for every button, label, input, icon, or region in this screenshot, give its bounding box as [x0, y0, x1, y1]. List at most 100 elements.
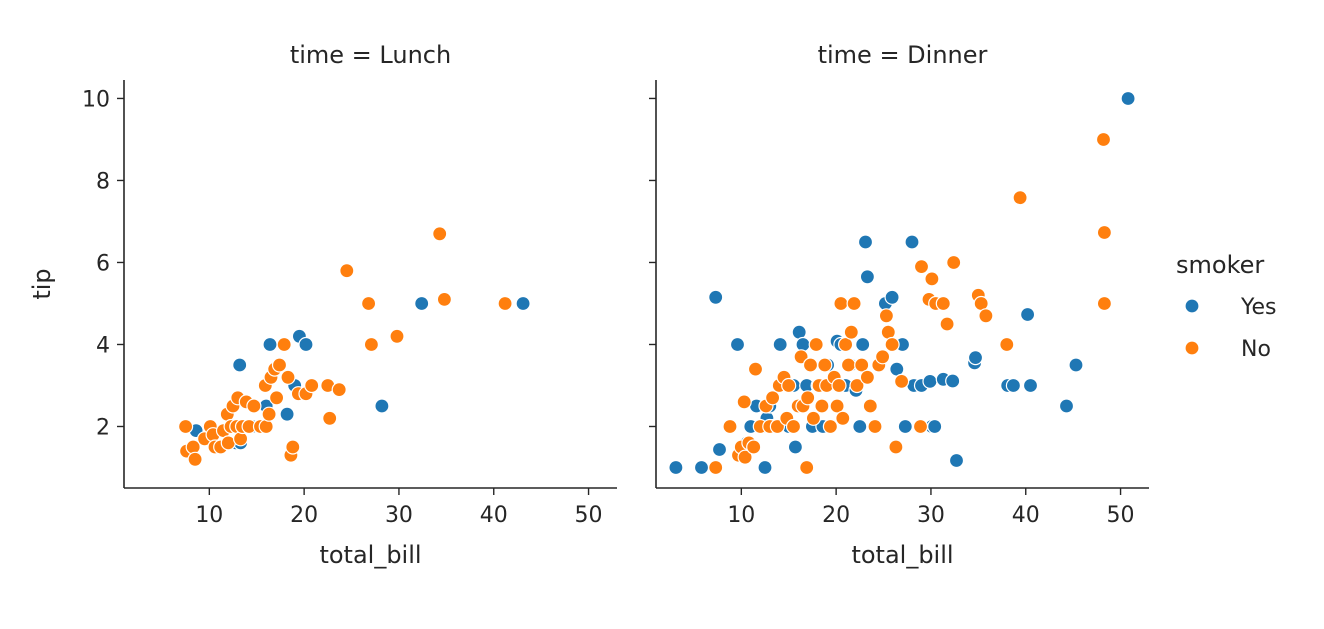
- panel-1-point-no: [233, 431, 249, 447]
- panel-1-point-no: [436, 291, 452, 307]
- panel-1-point-no: [363, 336, 379, 353]
- panel-2-point-no: [978, 308, 994, 324]
- panel-1-point-no: [339, 263, 355, 279]
- panel-1-point-no: [187, 451, 203, 467]
- panel-2-x-tick-label: 10: [727, 503, 755, 528]
- panel-2-point-yes: [927, 418, 943, 435]
- panel-2-point-yes: [711, 441, 728, 458]
- panel-1-point-yes: [262, 336, 278, 353]
- panel-1-y-tick-label: 8: [96, 169, 110, 194]
- panel-2-point-no: [999, 336, 1015, 353]
- panel-2-point-no: [840, 357, 857, 373]
- panel-2-point-yes: [855, 336, 871, 353]
- panel-1-point-no: [178, 418, 194, 435]
- panel-2-point-no: [846, 295, 862, 312]
- panel-1-x-tick-label: 40: [480, 503, 508, 528]
- panel-1-point-yes: [279, 406, 295, 422]
- panel-2-point-no: [884, 336, 900, 353]
- panel-2-point-no: [1096, 295, 1113, 312]
- panel-1-point-no: [271, 357, 288, 373]
- panel-2-point-no: [708, 459, 724, 476]
- panel-2-point-yes: [948, 452, 965, 469]
- panel-2-x-tick-label: 40: [1012, 503, 1040, 528]
- panel-2-point-yes: [708, 289, 724, 305]
- panel-2-point-no: [799, 459, 815, 476]
- legend-title: smoker: [1176, 251, 1264, 279]
- panel-2-point-yes: [852, 418, 868, 435]
- panel-2-point-no: [835, 410, 851, 426]
- panel-1-point-yes: [515, 295, 531, 312]
- panel-2-point-no: [1012, 190, 1028, 206]
- legend-label-no: No: [1241, 337, 1271, 362]
- panel-2-point-no: [814, 398, 830, 414]
- panel-2-point-yes: [787, 439, 804, 455]
- panel-2-point-yes: [945, 373, 961, 389]
- panel-2-point-no: [737, 449, 753, 465]
- panel-2-point-no: [1095, 131, 1112, 148]
- panel-2-point-yes: [897, 418, 913, 435]
- legend-marker-no: [1184, 340, 1200, 356]
- panel-2-point-no: [912, 418, 929, 435]
- panel-2-point-no: [833, 295, 849, 312]
- panel-2-point-no: [893, 373, 910, 389]
- panel-2-point-no: [785, 418, 802, 435]
- panel-2-point-no: [764, 390, 781, 406]
- panel-1-point-yes: [414, 295, 430, 312]
- panel-1-x-axis-label: total_bill: [319, 541, 421, 569]
- panel-2-point-no: [924, 271, 940, 287]
- panel-2-point-yes: [795, 336, 811, 353]
- panel-1-point-yes: [374, 398, 390, 414]
- panel-1-point-yes: [298, 336, 314, 353]
- panel-2-point-no: [808, 336, 824, 353]
- panel-1-y-tick-label: 10: [82, 87, 110, 112]
- panel-2-point-yes: [857, 234, 874, 250]
- panel-2-point-no: [746, 439, 762, 455]
- panel-2-point-no: [802, 357, 819, 373]
- panel-1-point-no: [331, 382, 347, 398]
- panel-1-point-no: [304, 377, 320, 394]
- panel-1-point-no: [322, 410, 338, 426]
- panel-2-point-yes: [967, 350, 984, 366]
- panel-2-point-no: [822, 418, 839, 435]
- panel-1-y-tick-label: 6: [96, 251, 110, 276]
- panel-1-y-tick-label: 4: [96, 333, 110, 358]
- panel-2-point-no: [849, 377, 865, 394]
- panel-2-point-no: [867, 418, 883, 435]
- panel-1-x-tick-label: 50: [575, 503, 603, 528]
- panel-2-point-yes: [1019, 306, 1036, 323]
- panel-2-point-yes: [884, 289, 900, 305]
- panel-1-point-no: [261, 406, 277, 422]
- panel-1-point-yes: [232, 357, 248, 373]
- panel-2-point-no: [837, 336, 854, 353]
- panel-1-point-no: [389, 328, 405, 344]
- panel-1-point-no: [280, 369, 296, 385]
- panel-2-point-no: [817, 357, 833, 373]
- panel-2-point-no: [939, 316, 955, 332]
- panel-2-point-yes: [1022, 377, 1039, 394]
- panel-2-point-no: [1096, 224, 1113, 241]
- panel-2-point-no: [862, 398, 878, 414]
- panel-2-point-yes: [1005, 377, 1022, 394]
- panel-2-x-tick-label: 50: [1107, 503, 1135, 528]
- panel-1-point-no: [361, 295, 377, 312]
- panel-1-point-no: [497, 295, 513, 312]
- panel-2-point-yes: [729, 336, 746, 353]
- panel-2-point-no: [878, 308, 895, 324]
- panel-2-point-no: [781, 377, 797, 394]
- panel-2-x-tick-label: 30: [917, 503, 945, 528]
- panel-1-x-tick-label: 20: [290, 503, 318, 528]
- panel-2-point-yes: [772, 336, 788, 353]
- panel-2-point-yes: [693, 459, 710, 476]
- panel-2-x-axis-label: total_bill: [851, 541, 953, 569]
- panel-1-point-no: [285, 439, 301, 455]
- panel-2-point-yes: [1068, 357, 1084, 373]
- panel-1-y-tick-label: 2: [96, 415, 110, 440]
- panel-1-title: time = Lunch: [290, 41, 451, 69]
- panel-2-point-no: [747, 361, 764, 377]
- panel-2-point-no: [722, 418, 738, 435]
- panel-1-x-tick-label: 30: [385, 503, 413, 528]
- panel-2-point-no: [935, 295, 951, 312]
- panel-2-title: time = Dinner: [818, 41, 988, 69]
